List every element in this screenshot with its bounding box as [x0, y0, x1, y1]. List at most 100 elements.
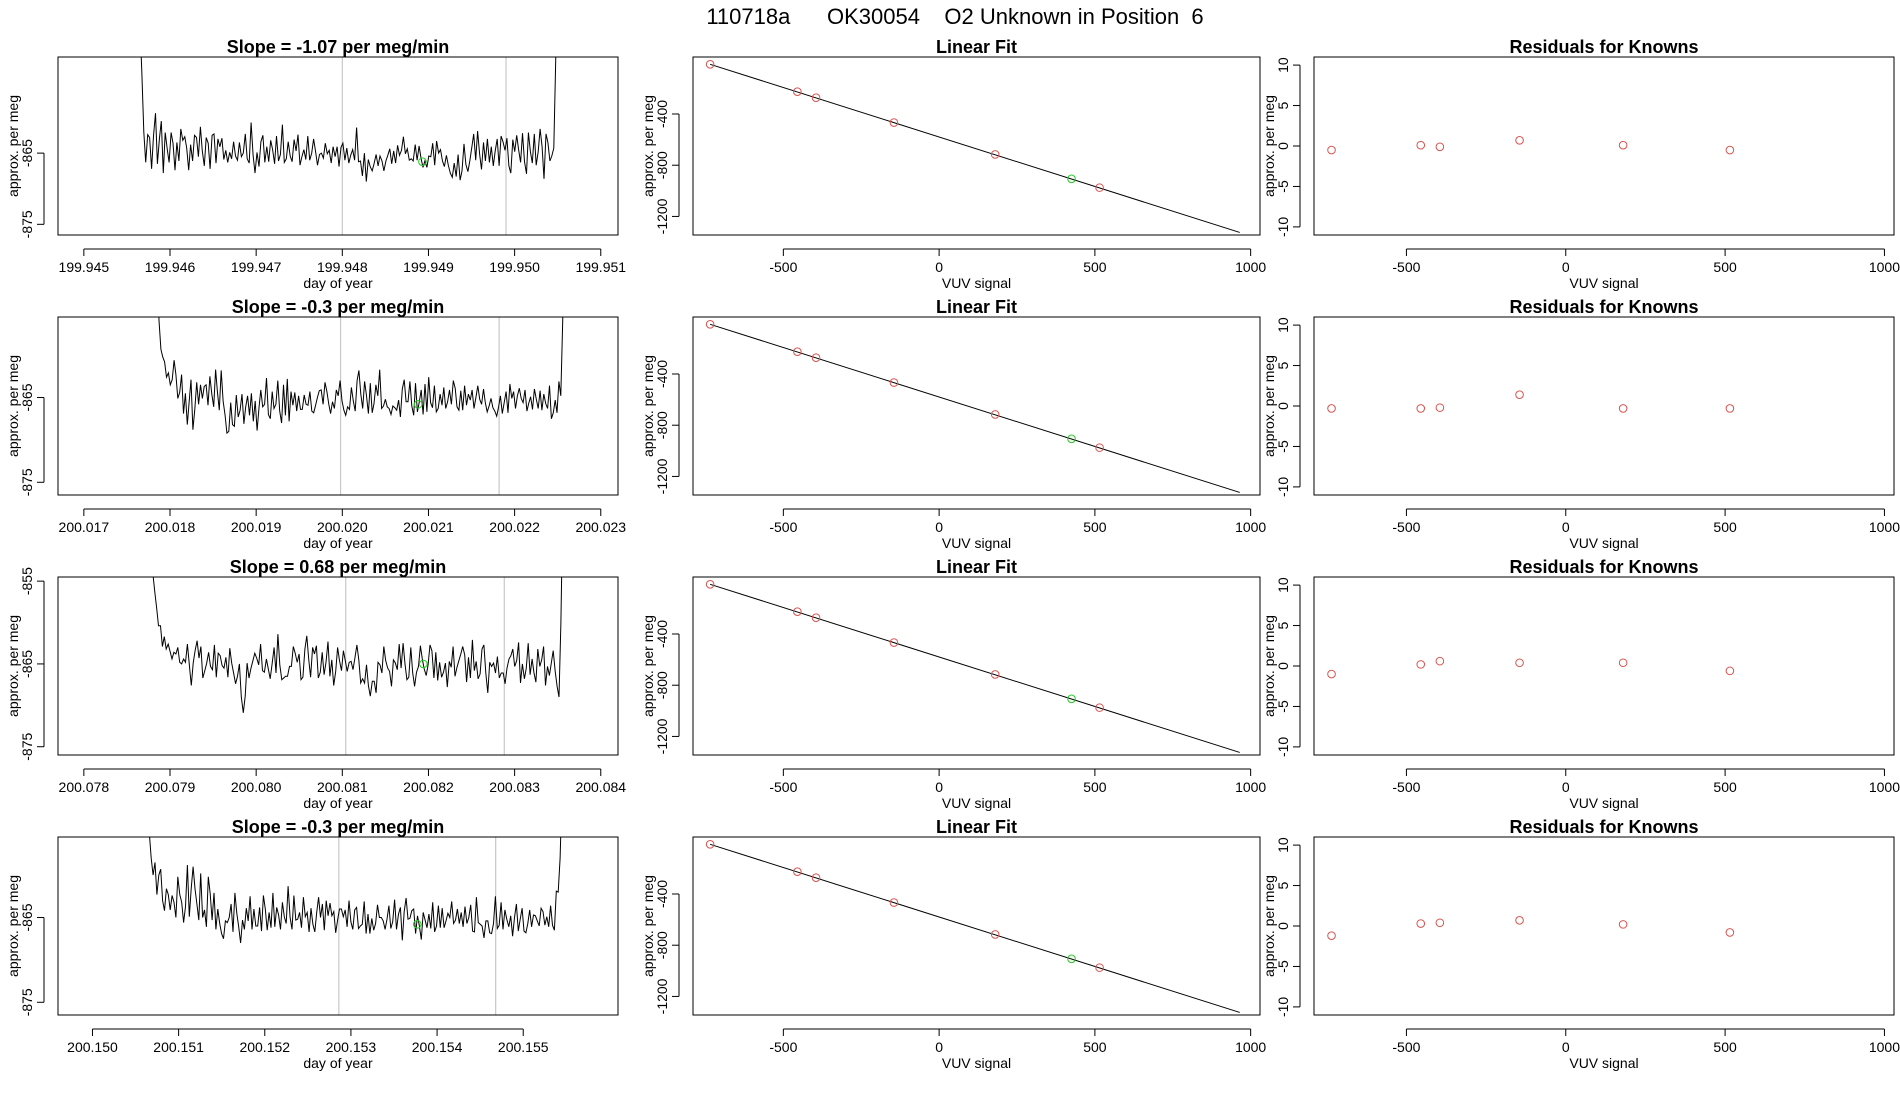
y-axis: 10 5 0 -5 -10 approx. per meg [1261, 317, 1301, 497]
x-tick-label: 200.154 [412, 1039, 463, 1055]
x-tick-label: 500 [1083, 519, 1107, 535]
y-axis-label: approx. per meg [5, 95, 21, 197]
y-tick-label: -865 [19, 139, 35, 167]
known-point [793, 607, 802, 617]
known-point [1618, 404, 1628, 413]
y-tick-label: -5 [1275, 700, 1291, 713]
y-axis-label: approx. per meg [1261, 355, 1277, 457]
plot-area [140, 57, 557, 235]
plot-area [705, 319, 1240, 493]
x-tick-label: -500 [1392, 779, 1420, 795]
y-tick-label: -1200 [654, 718, 670, 754]
x-axis: -500 0 500 1000 VUV signal [769, 768, 1266, 811]
plot-area [1327, 656, 1735, 679]
x-axis: -500 0 500 1000 VUV signal [769, 1028, 1266, 1071]
chart-title: Slope = -0.3 per meg/min [232, 817, 445, 837]
x-axis: -500 0 500 1000 VUV signal [1392, 248, 1900, 291]
chart-fit-row-1: Linear Fit -500 0 500 1000 VUV signal -400 -800… [640, 37, 1266, 291]
x-axis-label: VUV signal [942, 1055, 1011, 1071]
x-axis-label: VUV signal [942, 795, 1011, 811]
x-tick-label: 200.153 [326, 1039, 377, 1055]
plot-frame [57, 836, 619, 1016]
y-tick-label: -10 [1275, 737, 1291, 757]
x-axis: -500 0 500 1000 VUV signal [1392, 508, 1900, 551]
y-tick-label: 5 [1275, 361, 1291, 369]
series-line [158, 317, 564, 435]
x-tick-label: -500 [1392, 259, 1420, 275]
x-tick-label: 199.951 [575, 259, 626, 275]
known-point [1327, 669, 1336, 679]
x-tick-label: 1000 [1235, 779, 1266, 795]
x-tick-label: 200.150 [67, 1039, 118, 1055]
y-axis-label: approx. per meg [640, 355, 656, 457]
series-line [152, 577, 563, 713]
chart-fit-row-2: Linear Fit -500 0 500 1000 VUV signal -400 -800… [640, 297, 1266, 551]
known-point [1725, 145, 1735, 155]
x-tick-label: 0 [935, 779, 943, 795]
y-axis: 10 5 0 -5 -10 approx. per meg [1261, 577, 1301, 757]
x-axis: -500 0 500 1000 VUV signal [769, 508, 1266, 551]
y-axis-label: approx. per meg [1261, 615, 1277, 717]
known-point [1327, 145, 1336, 155]
x-tick-label: -500 [769, 259, 797, 275]
known-point [1435, 918, 1445, 928]
unknown-point [1067, 434, 1076, 444]
x-tick-label: 200.022 [489, 519, 540, 535]
known-point [1416, 140, 1426, 150]
unknown-marker [412, 920, 422, 929]
x-tick-label: 500 [1713, 259, 1737, 275]
x-axis: 199.945 199.946 199.947 199.948 199.949 199.9… [59, 248, 626, 291]
x-axis-label: VUV signal [942, 275, 1011, 291]
y-axis: -865 -875 approx. per meg [5, 95, 45, 238]
y-tick-label: 10 [1275, 317, 1291, 333]
x-tick-label: 200.020 [317, 519, 368, 535]
chart-resid-row-3: Residuals for Knowns -500 0 500 1000 VUV sign… [1261, 557, 1900, 811]
plot-frame [692, 836, 1261, 1016]
plot-frame [57, 316, 619, 496]
y-axis-label: approx. per meg [1261, 95, 1277, 197]
y-axis-label: approx. per meg [1261, 875, 1277, 977]
y-tick-label: -400 [654, 360, 670, 388]
x-tick-label: 200.021 [403, 519, 454, 535]
known-point [1618, 920, 1628, 929]
y-tick-label: 0 [1275, 142, 1291, 150]
plot-area [158, 317, 564, 495]
x-tick-label: 1000 [1869, 259, 1900, 275]
known-point [1435, 403, 1445, 412]
y-axis-label: approx. per meg [640, 875, 656, 977]
fit-line [709, 583, 1240, 753]
x-axis: 200.078 200.079 200.080 200.081 200.082 200.0… [59, 768, 626, 811]
x-tick-label: 1000 [1235, 519, 1266, 535]
y-tick-label: -10 [1275, 997, 1291, 1017]
plot-area [1327, 916, 1735, 941]
x-tick-label: 200.082 [403, 779, 454, 795]
x-tick-label: 200.155 [498, 1039, 549, 1055]
x-axis-label: day of year [303, 535, 373, 551]
plot-frame [57, 576, 619, 756]
y-axis-label: approx. per meg [640, 95, 656, 197]
known-point [1095, 183, 1104, 192]
y-axis: -865 -875 approx. per meg [5, 875, 45, 1016]
known-point [889, 378, 899, 387]
x-tick-label: 1000 [1235, 1039, 1266, 1055]
x-tick-label: 199.950 [489, 259, 540, 275]
known-point [811, 613, 821, 623]
y-tick-label: -400 [654, 620, 670, 648]
known-point [793, 347, 802, 357]
known-point [1327, 404, 1336, 413]
known-point [1095, 963, 1104, 972]
unknown-point [1067, 954, 1076, 964]
x-tick-label: 200.152 [239, 1039, 290, 1055]
y-tick-label: -5 [1275, 960, 1291, 973]
y-tick-label: -875 [19, 988, 35, 1016]
y-tick-label: -1200 [654, 458, 670, 494]
chart-resid-row-2: Residuals for Knowns -500 0 500 1000 VUV sign… [1261, 297, 1900, 551]
unknown-marker [413, 400, 423, 409]
known-point [889, 118, 899, 127]
y-tick-label: -400 [654, 100, 670, 128]
chart-title: Residuals for Knowns [1509, 557, 1698, 577]
